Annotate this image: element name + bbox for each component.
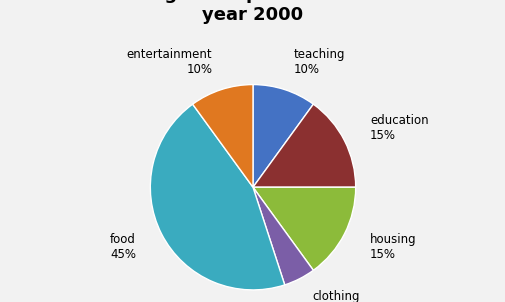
Wedge shape <box>252 187 355 270</box>
Wedge shape <box>150 104 284 290</box>
Title: Percentage of expenditures for the
year 2000: Percentage of expenditures for the year … <box>74 0 431 24</box>
Text: education
15%: education 15% <box>369 114 428 142</box>
Text: entertainment
10%: entertainment 10% <box>127 48 212 76</box>
Text: clothing
5%: clothing 5% <box>312 290 360 302</box>
Text: teaching
10%: teaching 10% <box>293 48 344 76</box>
Text: food
45%: food 45% <box>110 233 136 261</box>
Wedge shape <box>252 104 355 187</box>
Wedge shape <box>252 85 313 187</box>
Text: housing
15%: housing 15% <box>369 233 416 261</box>
Wedge shape <box>252 187 313 285</box>
Wedge shape <box>192 85 252 187</box>
